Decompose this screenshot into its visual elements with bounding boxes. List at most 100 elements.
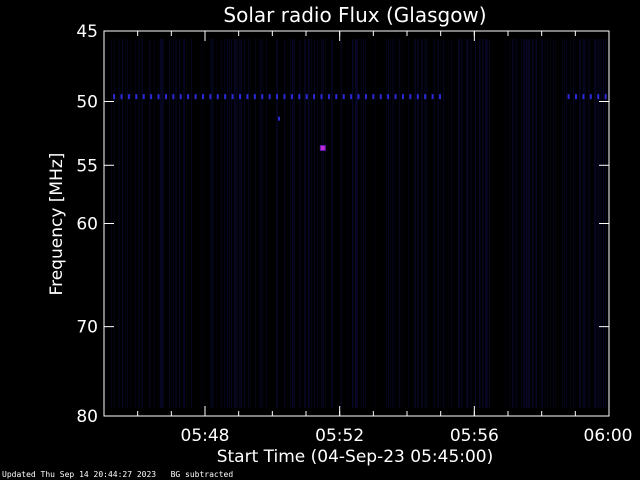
spike-point [278,116,281,121]
noise-stripe [422,39,423,408]
noise-stripe [392,39,393,408]
band-dash [313,94,316,100]
noise-stripe [309,39,310,408]
chart-title: Solar radio Flux (Glasgow) [223,3,486,27]
burst-point [320,146,325,151]
noise-stripe [163,39,164,408]
axes: 45 50 55 60 70 80 05:48 05:52 05:56 06:00 [76,22,632,446]
noise-stripe [533,39,534,408]
noise-stripe [401,39,402,408]
noise-stripe [248,39,249,408]
noise-stripe [596,39,597,408]
noise-stripe [388,39,389,408]
noise-stripe [321,39,322,408]
band-dash [127,94,130,100]
x-tick-label: 05:48 [181,426,230,446]
noise-stripe [569,39,570,408]
noise-stripe [524,39,525,408]
noise-stripe [142,39,143,408]
noise-stripe [582,39,583,408]
noise-stripe [353,39,354,408]
band-dash [357,94,360,100]
band-dash [231,94,234,100]
noise-stripe [235,39,236,408]
band-dash [201,94,204,100]
noise-stripe [532,39,533,408]
noise-stripe [186,39,187,408]
noise-stripe [284,39,285,408]
noise-stripe [424,39,425,408]
noise-stripe [175,39,176,408]
noise-stripe [523,39,524,408]
noise-stripe [448,39,449,408]
band-dash [187,94,190,100]
noise-stripe [179,39,180,408]
noise-stripe [204,39,205,408]
noise-stripe [535,39,536,408]
noise-stripe [241,39,242,408]
noise-stripe [191,39,192,408]
band-dash [246,94,249,100]
noise-stripe [434,39,435,408]
noise-stripe [586,39,587,408]
noise-stripe [479,39,480,408]
noise-stripe [579,39,580,408]
noise-stripe [427,39,428,408]
noise-stripe [550,39,551,408]
noise-stripe [509,39,510,408]
noise-stripe [575,39,576,408]
noise-stripe [154,39,155,408]
noise-stripe [521,39,522,408]
band-dash [290,94,293,100]
noise-stripe [470,39,471,408]
noise-stripe [357,39,358,408]
noise-stripe [437,39,438,408]
noise-stripe [458,39,459,408]
band-dash [179,94,182,100]
noise-stripe [184,39,185,408]
noise-stripe [541,39,542,408]
band-dash [335,94,338,100]
noise-stripe [210,39,211,408]
noise-stripe [266,39,267,408]
noise-stripe [294,39,295,408]
band-dash [209,94,212,100]
noise-stripe [340,39,341,408]
noise-stripe [555,39,556,408]
updated-timestamp: Updated Thu Sep 14 20:44:27 2023 [2,470,157,479]
band-dash [253,94,256,100]
band-dash [416,94,419,100]
noise-stripe [299,39,300,408]
noise-stripe [486,39,487,408]
bg-note: BG subtracted [170,470,234,479]
noise-stripe [415,39,416,408]
noise-stripe [138,39,139,408]
noise-stripe [390,39,391,408]
noise-stripe [461,39,462,408]
noise-stripe [545,39,546,408]
band-dash [157,94,160,100]
band-dash [582,94,585,100]
noise-stripe [417,39,418,408]
noise-stripe [263,39,264,408]
noise-stripe [277,39,278,408]
noise-stripe [171,39,172,408]
noise-stripe [393,39,394,408]
band-dash [604,94,607,100]
noise-stripe [443,39,444,408]
noise-stripe [570,39,571,408]
noise-stripe [598,39,599,408]
noise-stripe [360,39,361,408]
band-dash [305,94,308,100]
noise-stripe [356,39,357,408]
noise-stripe [573,39,574,408]
noise-stripe [480,39,481,408]
noise-stripe [595,39,596,408]
band-dash [431,94,434,100]
noise-stripe [562,39,563,408]
band-dash [150,94,153,100]
noise-stripe [505,39,506,408]
noise-stripe [386,39,387,408]
plot-marks [113,94,607,152]
noise-stripe [467,39,468,408]
